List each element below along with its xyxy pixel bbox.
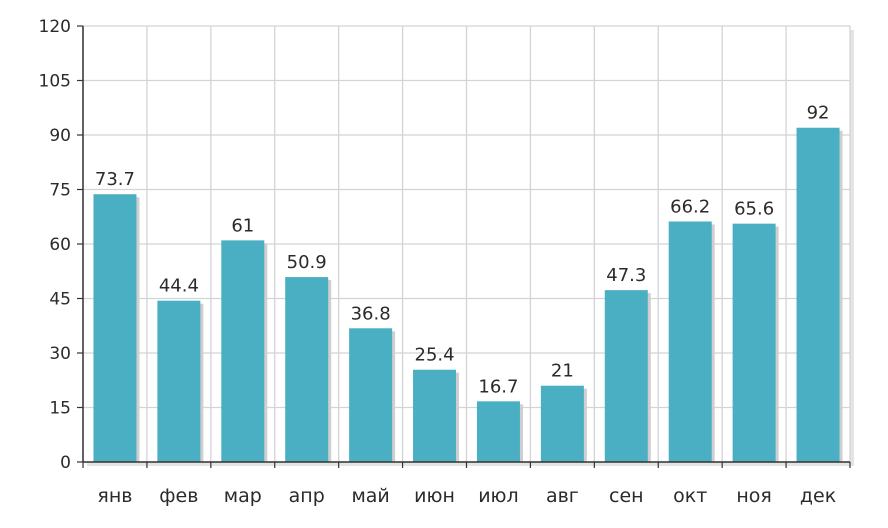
data-label: 61 [231, 215, 254, 236]
bar [221, 240, 265, 462]
x-tick-label: фев [159, 485, 198, 507]
y-tick-label: 45 [49, 290, 71, 310]
data-label: 47.3 [606, 265, 646, 286]
y-tick-label: 105 [39, 72, 71, 92]
bars [93, 127, 843, 462]
x-tick-label: сен [609, 485, 644, 507]
axes [77, 25, 851, 468]
x-tick-label: май [351, 485, 389, 507]
bar [349, 328, 393, 462]
y-tick-label: 75 [49, 181, 71, 201]
data-label: 25.4 [415, 345, 455, 366]
bar [93, 194, 137, 462]
y-tick-label: 60 [49, 235, 71, 255]
data-label: 50.9 [287, 252, 327, 273]
y-tick-label: 15 [49, 399, 71, 419]
bar [732, 223, 776, 462]
y-tick-label: 90 [49, 126, 71, 146]
bar [668, 221, 712, 462]
bar [540, 385, 584, 462]
data-label: 73.7 [95, 169, 135, 190]
x-tick-label: июн [414, 485, 455, 507]
bar [604, 290, 648, 462]
bar [796, 127, 840, 462]
y-tick-label: 120 [39, 17, 71, 37]
x-tick-label: авг [546, 485, 579, 507]
x-tick-label: апр [289, 485, 325, 507]
data-label: 65.6 [734, 199, 774, 220]
data-label: 66.2 [670, 196, 710, 217]
bar [476, 401, 520, 462]
bar [285, 277, 329, 462]
data-label: 44.4 [159, 276, 199, 297]
x-tick-label: ноя [736, 485, 771, 507]
x-tick-label: июл [478, 485, 519, 507]
bar [157, 300, 201, 462]
grid [82, 25, 851, 463]
x-tick-label: окт [673, 485, 707, 507]
data-label: 21 [551, 361, 574, 382]
x-tick-label: янв [97, 485, 132, 507]
labels: 0 15 30 45 60 75 90 105 120 73.7 янв 44.4 фев 61 мар 50… [39, 17, 837, 507]
y-tick-label: 30 [49, 344, 71, 364]
x-tick-label: мар [224, 485, 262, 507]
y-tick-label: 0 [60, 453, 71, 473]
data-label: 16.7 [478, 376, 518, 397]
x-tick-label: дек [800, 485, 836, 507]
data-label: 92 [807, 103, 830, 124]
bar [413, 369, 457, 462]
data-label: 36.8 [351, 303, 391, 324]
